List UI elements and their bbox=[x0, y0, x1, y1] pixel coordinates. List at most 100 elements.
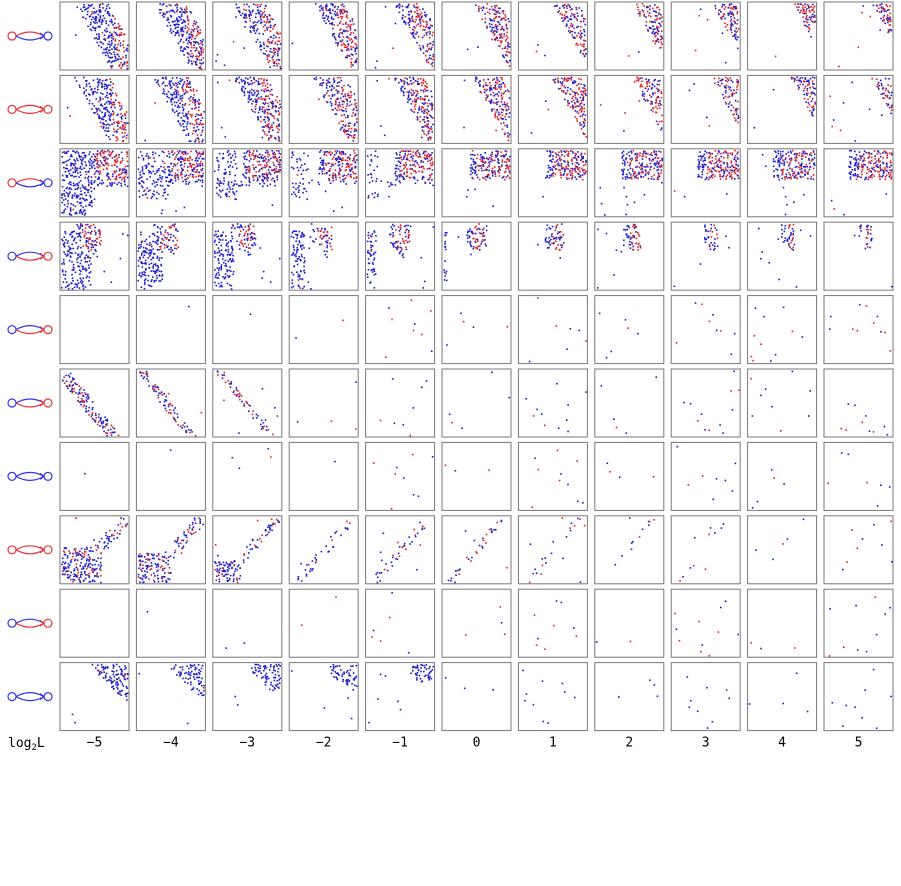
dot bbox=[491, 171, 493, 173]
dot bbox=[90, 196, 92, 198]
dot bbox=[350, 38, 353, 40]
dot bbox=[497, 95, 500, 97]
dot bbox=[266, 20, 268, 23]
dot bbox=[730, 25, 733, 27]
dot bbox=[426, 95, 429, 97]
dot bbox=[331, 3, 334, 5]
dot bbox=[395, 152, 398, 154]
dot bbox=[102, 98, 104, 100]
dot bbox=[508, 90, 510, 93]
dot bbox=[489, 87, 491, 89]
dot bbox=[123, 181, 126, 183]
dot bbox=[322, 11, 325, 14]
dot bbox=[76, 6, 79, 9]
dot bbox=[395, 6, 398, 8]
dot bbox=[810, 16, 812, 19]
dot bbox=[489, 102, 492, 105]
dot bbox=[570, 12, 573, 15]
dot bbox=[630, 150, 632, 153]
dot bbox=[563, 7, 565, 9]
dot bbox=[79, 187, 82, 190]
dot bbox=[341, 162, 344, 165]
dot bbox=[92, 12, 95, 15]
dot bbox=[343, 180, 345, 183]
dot bbox=[92, 153, 95, 156]
dot bbox=[423, 98, 425, 100]
dot bbox=[505, 24, 508, 27]
dot bbox=[557, 81, 559, 83]
dot bbox=[194, 141, 196, 143]
dot bbox=[111, 151, 113, 154]
dot bbox=[200, 176, 203, 178]
dot bbox=[479, 90, 482, 93]
dot bbox=[248, 94, 251, 96]
dot bbox=[271, 56, 273, 59]
dot bbox=[79, 86, 81, 88]
dot bbox=[274, 153, 276, 155]
dot bbox=[346, 14, 348, 16]
dot bbox=[431, 104, 434, 107]
dot bbox=[724, 101, 727, 104]
dot bbox=[278, 125, 281, 127]
dot bbox=[406, 171, 408, 174]
dot bbox=[337, 76, 339, 79]
dot bbox=[429, 19, 431, 21]
dot bbox=[403, 172, 406, 174]
dot bbox=[733, 117, 736, 119]
dot bbox=[427, 155, 429, 158]
dot bbox=[270, 126, 272, 129]
dot bbox=[107, 153, 110, 156]
dot bbox=[411, 160, 414, 162]
dot bbox=[121, 140, 124, 142]
dot bbox=[729, 20, 732, 22]
dot bbox=[419, 25, 421, 28]
dot bbox=[641, 85, 644, 88]
dot bbox=[222, 183, 225, 185]
dot bbox=[201, 131, 203, 133]
dot bbox=[201, 175, 204, 177]
dot bbox=[802, 16, 804, 18]
dot bbox=[98, 82, 100, 84]
dot bbox=[661, 16, 663, 18]
dot bbox=[70, 214, 73, 216]
dot bbox=[240, 87, 243, 90]
dot bbox=[640, 83, 642, 86]
dot bbox=[876, 10, 878, 12]
dot bbox=[346, 99, 348, 101]
dot bbox=[122, 140, 125, 142]
dot bbox=[567, 3, 569, 6]
dot bbox=[216, 53, 219, 56]
dot bbox=[505, 153, 507, 156]
dot bbox=[502, 109, 505, 111]
dot bbox=[120, 161, 122, 163]
dot bbox=[223, 64, 226, 67]
dot bbox=[423, 157, 425, 159]
dot bbox=[569, 106, 572, 108]
dot bbox=[169, 180, 171, 182]
dot bbox=[581, 14, 584, 16]
dot bbox=[321, 84, 323, 87]
dot bbox=[117, 43, 119, 46]
dot bbox=[506, 31, 508, 34]
dot bbox=[115, 178, 118, 181]
dot bbox=[655, 34, 657, 37]
panel bbox=[670, 1, 741, 71]
dot bbox=[238, 6, 240, 9]
dot bbox=[120, 107, 123, 109]
dot bbox=[81, 193, 83, 196]
dot bbox=[354, 167, 357, 169]
dot bbox=[176, 154, 178, 156]
dot bbox=[118, 181, 120, 184]
dot bbox=[311, 179, 313, 182]
dot bbox=[267, 86, 269, 89]
dot bbox=[327, 90, 329, 92]
dot bbox=[502, 93, 505, 95]
dot bbox=[272, 106, 274, 108]
dot bbox=[235, 80, 238, 83]
dot bbox=[234, 174, 236, 177]
dot bbox=[854, 140, 857, 142]
dot bbox=[248, 5, 250, 8]
dot bbox=[236, 7, 238, 9]
dot bbox=[272, 169, 275, 171]
dot bbox=[376, 195, 379, 198]
